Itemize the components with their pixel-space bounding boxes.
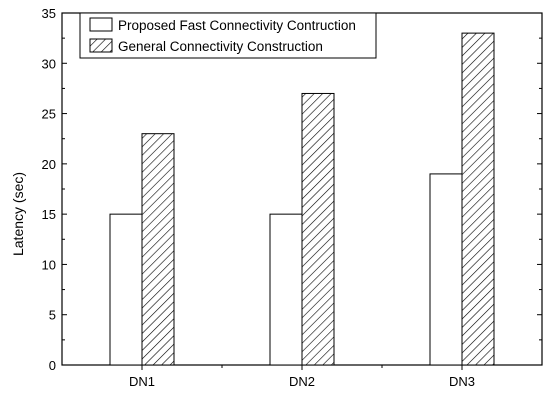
x-tick-label: DN3 bbox=[449, 374, 475, 389]
y-tick-label: 0 bbox=[49, 358, 56, 373]
y-tick-label: 20 bbox=[42, 157, 56, 172]
bar-proposed-dn3 bbox=[429, 173, 463, 366]
legend-label-general: General Connectivity Construction bbox=[118, 39, 323, 54]
bar-general-dn3 bbox=[461, 32, 495, 366]
legend-swatch-general bbox=[89, 38, 113, 53]
legend-frame bbox=[79, 12, 377, 59]
x-axis-ticks: DN1 DN2 DN3 bbox=[129, 365, 475, 389]
y-tick-label: 5 bbox=[49, 308, 56, 323]
bar-general-dn1 bbox=[141, 133, 175, 366]
bar-proposed-dn2 bbox=[269, 213, 303, 366]
bar-general-dn2 bbox=[301, 92, 335, 366]
bars bbox=[109, 32, 495, 366]
legend-swatch-proposed bbox=[89, 17, 113, 32]
legend: Proposed Fast Connectivity Contruction G… bbox=[79, 12, 377, 59]
x-tick-label: DN1 bbox=[129, 374, 155, 389]
y-tick-label: 25 bbox=[42, 107, 56, 122]
y-tick-label: 35 bbox=[42, 6, 56, 21]
y-tick-label: 10 bbox=[42, 257, 56, 272]
y-tick-label: 30 bbox=[42, 56, 56, 71]
y-tick-label: 15 bbox=[42, 207, 56, 222]
x-tick-label: DN2 bbox=[289, 374, 315, 389]
y-axis-title: Latency (sec) bbox=[10, 172, 26, 256]
bar-proposed-dn1 bbox=[109, 213, 143, 366]
y-axis-ticks: 0 5 10 15 20 25 30 35 bbox=[42, 6, 542, 373]
legend-label-proposed: Proposed Fast Connectivity Contruction bbox=[118, 18, 356, 33]
